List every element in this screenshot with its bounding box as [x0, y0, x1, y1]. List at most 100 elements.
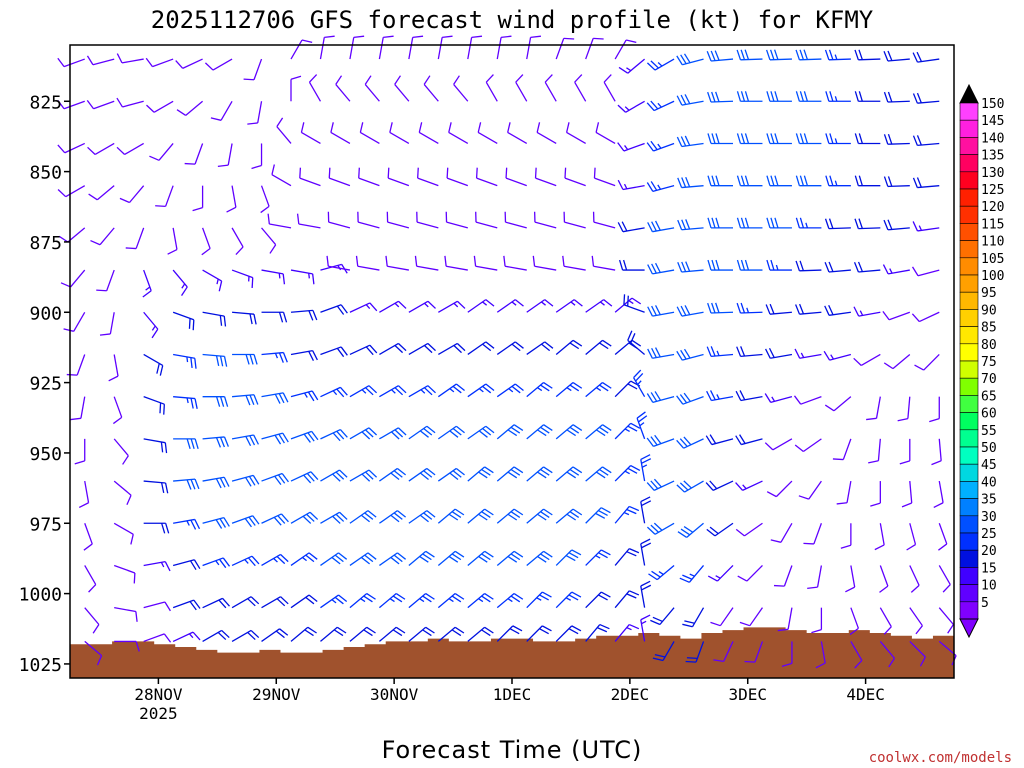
- barb-staff: [320, 511, 340, 524]
- barb-staff: [290, 39, 303, 60]
- barb-staff: [467, 341, 487, 355]
- barb-feather: [360, 514, 370, 523]
- barb-feather: [417, 167, 419, 179]
- barb-staff: [261, 596, 281, 609]
- barb-staff: [387, 265, 409, 271]
- barb-feather: [683, 53, 691, 64]
- wind-barb: [854, 133, 881, 145]
- wind-barb: [231, 474, 260, 487]
- barb-staff: [185, 100, 204, 116]
- wind-barb: [526, 591, 552, 609]
- barb-staff: [360, 131, 380, 145]
- colorbar-swatch: [959, 377, 979, 396]
- barb-feather: [736, 217, 742, 229]
- colorbar-label: 50: [981, 441, 997, 456]
- wind-barb: [646, 100, 675, 112]
- wind-barb: [326, 255, 351, 271]
- barb-feather: [398, 300, 407, 309]
- barb-feather: [219, 518, 227, 528]
- barb-feather: [116, 97, 123, 108]
- wind-barb: [355, 255, 380, 271]
- barb-feather: [390, 556, 400, 565]
- barb-staff: [416, 265, 439, 271]
- wind-barb: [231, 555, 260, 567]
- wind-barb: [555, 37, 575, 60]
- barb-staff: [379, 552, 398, 566]
- barb-staff: [172, 311, 195, 321]
- barb-feather: [627, 295, 629, 307]
- wind-barb: [473, 255, 498, 271]
- barb-feather: [419, 472, 429, 481]
- barb-staff: [257, 101, 263, 124]
- barb-feather: [942, 584, 951, 593]
- barb-feather: [887, 133, 893, 145]
- wind-barb: [585, 299, 613, 313]
- barb-feather: [363, 629, 373, 637]
- barb-half-feather: [215, 560, 220, 566]
- wind-barb: [320, 626, 347, 642]
- wind-barb: [379, 385, 407, 398]
- barb-feather: [593, 37, 604, 40]
- barb-feather: [912, 93, 918, 104]
- wind-barb: [879, 565, 889, 593]
- barb-staff: [408, 385, 429, 398]
- wind-barb: [267, 213, 292, 229]
- barb-feather: [57, 189, 67, 198]
- wind-barb: [824, 218, 851, 230]
- barb-staff: [271, 174, 292, 187]
- barb-feather: [302, 515, 312, 524]
- wind-barb: [485, 74, 498, 102]
- barb-staff: [220, 100, 233, 121]
- barb-feather: [78, 502, 89, 509]
- barb-feather: [602, 466, 612, 474]
- wind-barb: [86, 55, 115, 66]
- barb-feather: [735, 482, 744, 491]
- barb-staff: [712, 480, 734, 491]
- barb-feather: [641, 500, 652, 507]
- barb-feather: [635, 373, 644, 382]
- colorbar-swatch: [959, 567, 979, 585]
- barb-staff: [227, 143, 233, 166]
- barb-feather: [683, 436, 692, 446]
- barb-staff: [892, 353, 911, 370]
- barb-staff: [349, 510, 369, 524]
- barb-feather: [647, 348, 653, 359]
- barb-feather: [705, 435, 713, 445]
- barb-feather: [164, 561, 171, 572]
- barb-feather: [249, 354, 254, 365]
- barb-feather: [647, 264, 653, 275]
- barb-feather: [275, 630, 285, 639]
- barb-half-feather: [365, 304, 371, 309]
- barb-feather: [471, 35, 483, 39]
- wind-barb: [766, 175, 792, 187]
- colorbar-label: 10: [981, 579, 997, 594]
- barb-feather: [631, 297, 642, 305]
- wind-barb: [408, 385, 436, 398]
- wind-barb: [850, 641, 863, 669]
- barb-feather: [650, 392, 658, 402]
- barb-staff: [113, 396, 123, 418]
- barb-feather: [676, 395, 684, 405]
- barb-feather: [328, 167, 331, 179]
- wind-barb: [349, 385, 378, 398]
- barb-feather: [540, 468, 550, 476]
- barb-feather: [485, 341, 495, 349]
- wind-barb: [795, 217, 822, 229]
- wind-barb: [647, 347, 675, 359]
- barb-staff: [423, 83, 439, 102]
- barb-staff: [202, 269, 222, 282]
- barb-feather: [676, 306, 683, 317]
- barb-feather: [681, 177, 687, 188]
- barb-feather: [398, 427, 407, 436]
- barb-staff: [290, 626, 309, 642]
- barb-feather: [901, 502, 912, 508]
- barb-feather: [680, 54, 687, 65]
- barb-feather: [308, 594, 318, 603]
- wind-barb: [349, 302, 378, 313]
- barb-staff: [319, 37, 325, 60]
- barb-feather: [602, 339, 612, 347]
- barb-feather: [882, 311, 890, 321]
- barb-staff: [653, 142, 675, 152]
- wind-barb: [906, 523, 917, 551]
- barb-feather: [397, 467, 407, 476]
